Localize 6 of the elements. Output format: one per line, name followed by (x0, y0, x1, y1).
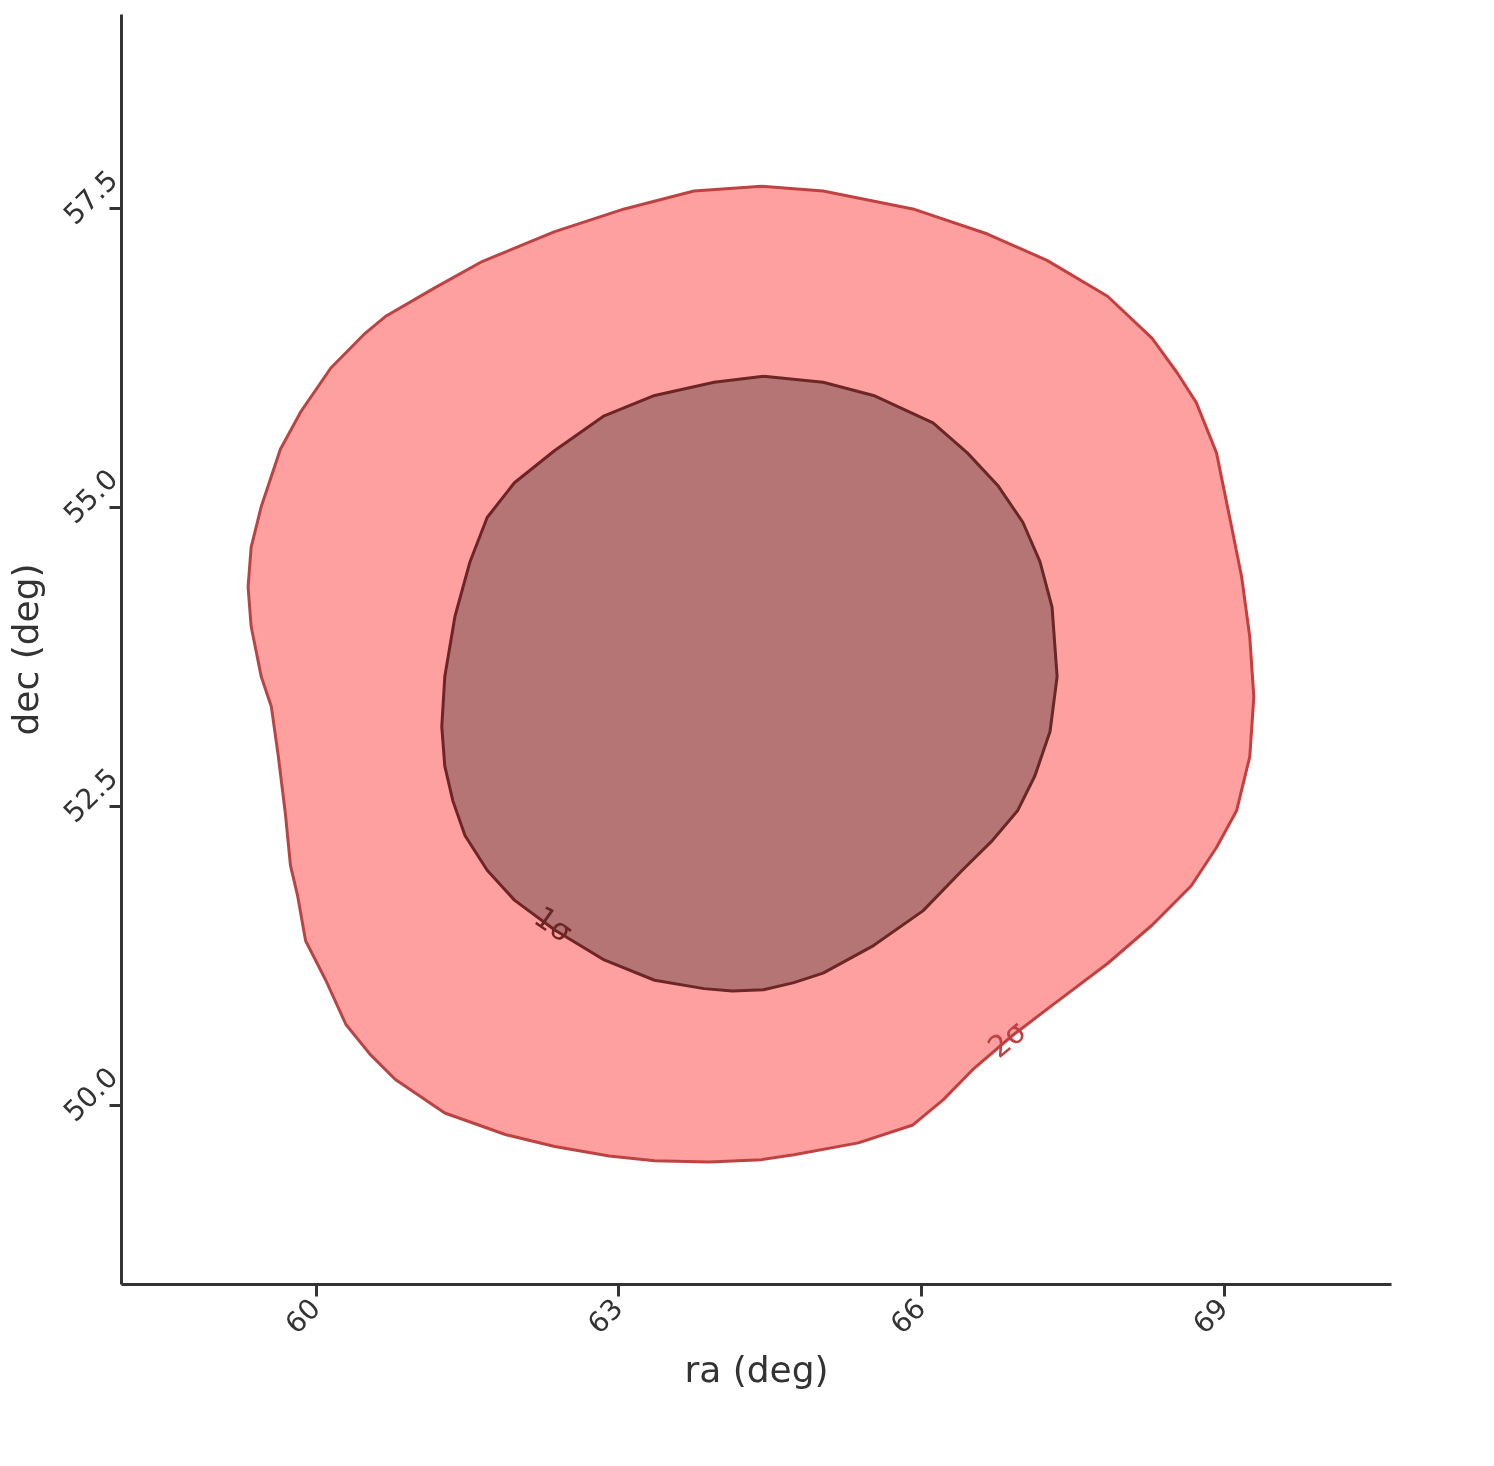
y-axis-title: dec (deg) (4, 563, 46, 736)
x-tick-label: 60 (278, 1291, 327, 1341)
x-tick-label: 66 (883, 1291, 933, 1341)
x-tick-label: 63 (580, 1291, 630, 1341)
x-axis-title: ra (deg) (684, 1348, 829, 1390)
x-tick-label: 69 (1186, 1291, 1235, 1341)
